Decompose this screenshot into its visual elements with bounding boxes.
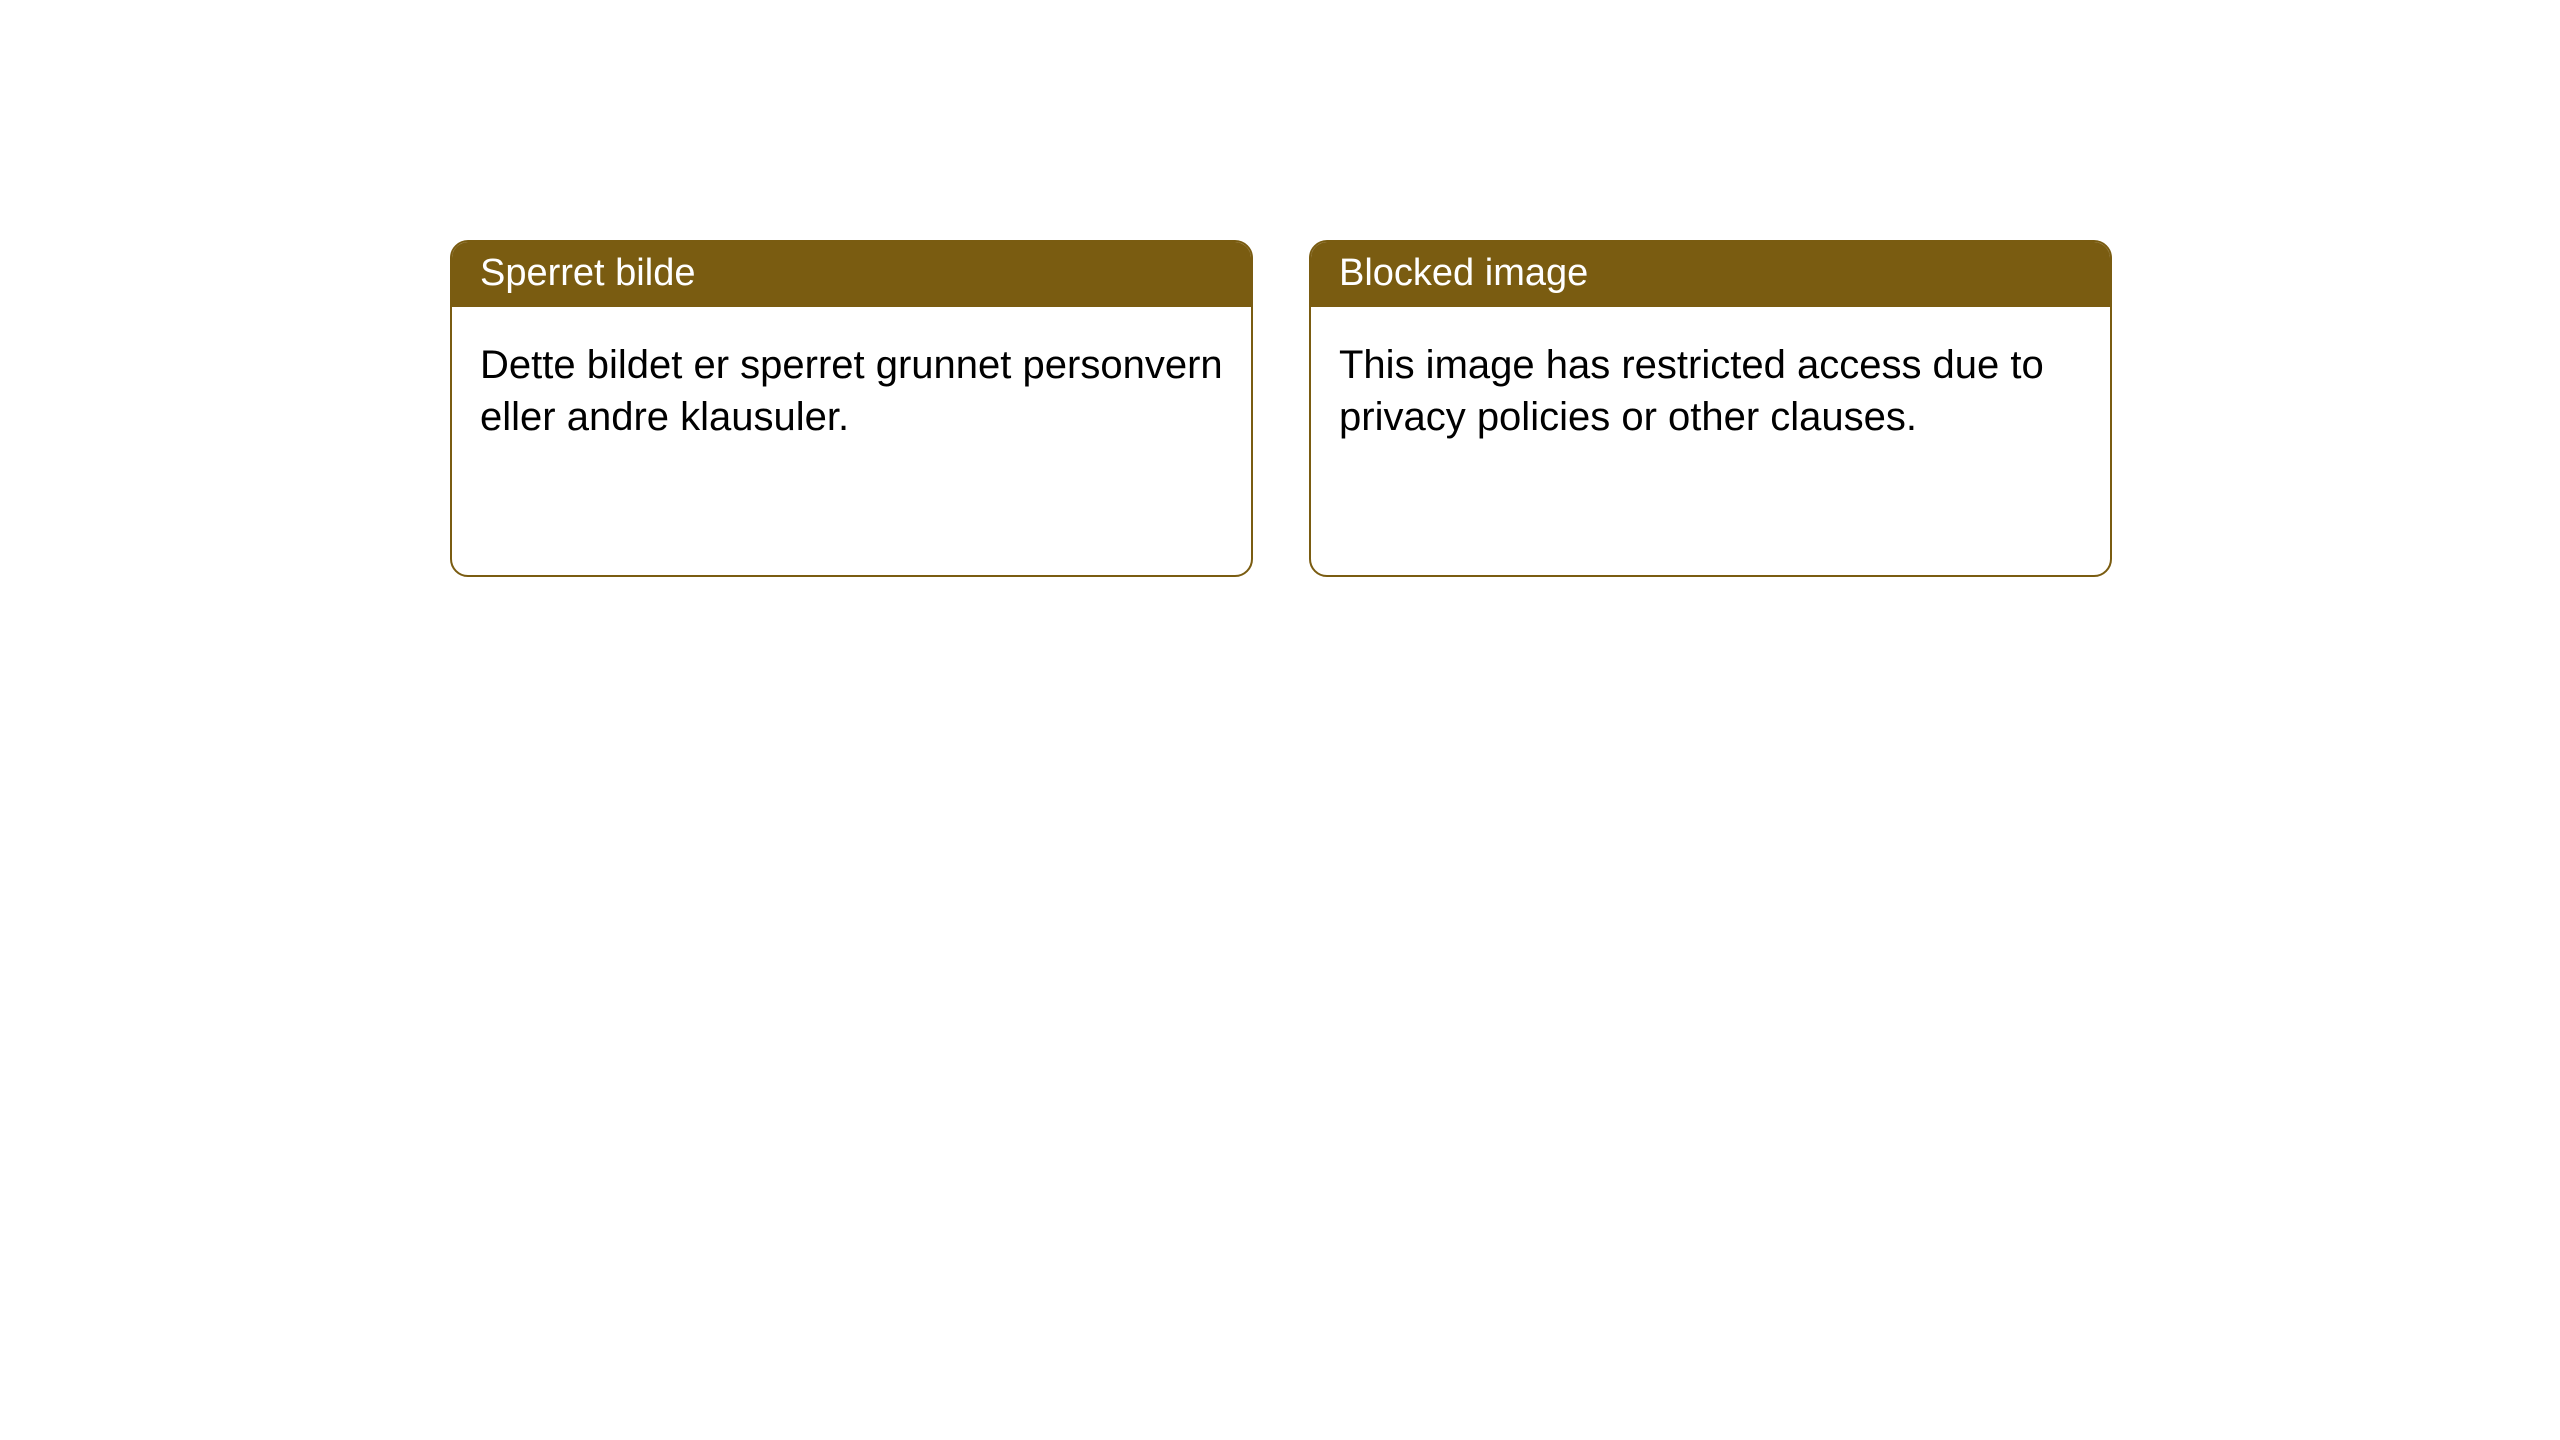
notice-header: Blocked image bbox=[1311, 242, 2110, 307]
notice-header: Sperret bilde bbox=[452, 242, 1251, 307]
notice-title: Blocked image bbox=[1339, 252, 1588, 294]
notice-body-text: This image has restricted access due to … bbox=[1339, 343, 2044, 439]
notice-box-english: Blocked image This image has restricted … bbox=[1309, 240, 2112, 577]
notice-body: Dette bildet er sperret grunnet personve… bbox=[452, 307, 1251, 475]
notice-body-text: Dette bildet er sperret grunnet personve… bbox=[480, 343, 1223, 439]
notice-body: This image has restricted access due to … bbox=[1311, 307, 2110, 475]
notice-box-norwegian: Sperret bilde Dette bildet er sperret gr… bbox=[450, 240, 1253, 577]
notice-container: Sperret bilde Dette bildet er sperret gr… bbox=[0, 0, 2560, 577]
notice-title: Sperret bilde bbox=[480, 252, 695, 294]
